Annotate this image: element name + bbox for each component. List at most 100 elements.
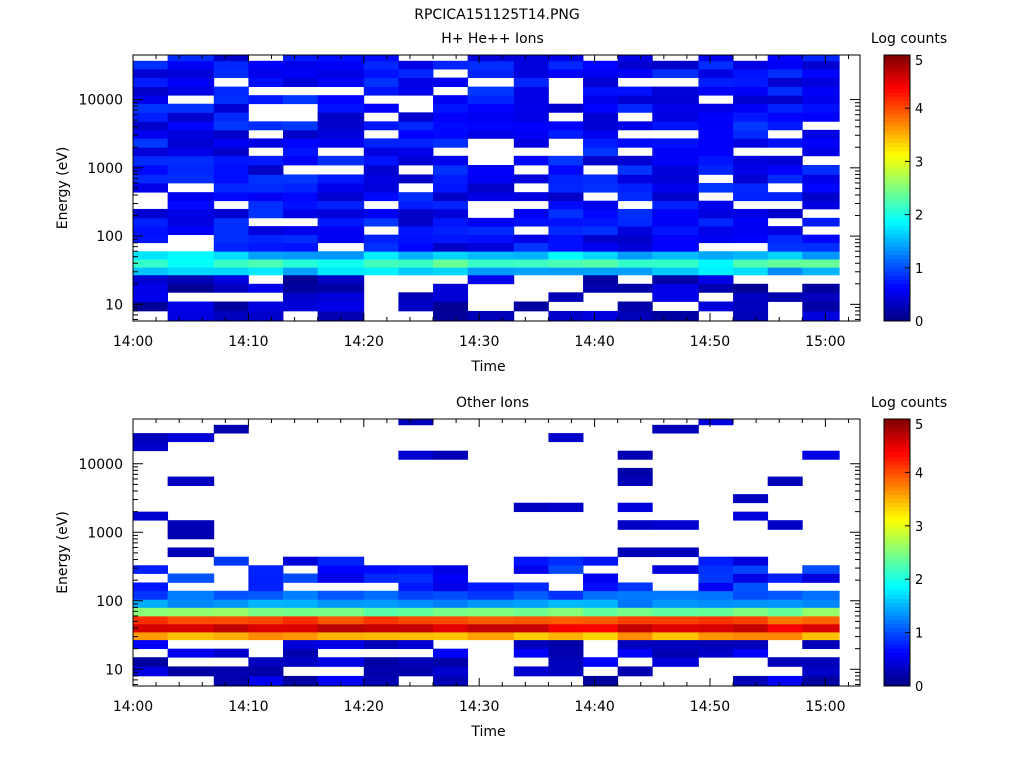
heatmap-cell	[733, 69, 769, 78]
colorbar-swatch	[884, 117, 910, 122]
heatmap-cell	[433, 234, 469, 244]
heatmap-cell	[317, 60, 365, 70]
colorbar-tick-label: 4	[915, 466, 923, 481]
heatmap-cell	[513, 129, 549, 139]
heatmap-cell	[248, 267, 284, 276]
colorbar-swatch	[884, 258, 910, 264]
heatmap-cell	[467, 623, 515, 633]
heatmap-cell	[467, 86, 515, 96]
heatmap-cell	[167, 607, 215, 617]
heatmap-cell	[248, 623, 284, 633]
colorbar-swatch	[884, 158, 910, 164]
heatmap-cell	[802, 623, 840, 633]
heatmap-cell	[583, 274, 619, 285]
heatmap-cell	[133, 623, 169, 633]
heatmap-cell	[802, 639, 840, 650]
heatmap-cell	[733, 208, 769, 219]
colorbar-tick-label: 0	[915, 315, 923, 330]
heatmap-cell	[167, 599, 215, 608]
heatmap-cell	[363, 607, 399, 617]
heatmap-cell	[433, 138, 469, 148]
heatmap-cell	[617, 310, 653, 322]
heatmap-cell	[583, 251, 619, 260]
heatmap-cell	[652, 292, 699, 302]
heatmap-cell	[767, 165, 803, 175]
heatmap-cell	[733, 112, 769, 122]
heatmap-cell	[652, 192, 699, 202]
heatmap-cell	[133, 274, 169, 285]
colorbar-swatch	[884, 535, 910, 541]
heatmap-cell	[617, 86, 653, 96]
heatmap-cell	[133, 234, 169, 244]
heatmap-cell	[398, 138, 434, 148]
heatmap-cell	[433, 112, 469, 122]
heatmap-cell	[317, 77, 365, 87]
heatmap-cell	[733, 182, 769, 193]
heatmap-cell	[733, 86, 769, 96]
heatmap-cell	[363, 639, 399, 650]
colorbar-swatch	[884, 233, 910, 239]
heatmap-cell	[652, 274, 699, 285]
heatmap-cell	[213, 192, 249, 202]
heatmap-cell	[433, 582, 469, 592]
heatmap-cell	[467, 226, 515, 236]
heatmap-cell	[617, 547, 653, 558]
heatmap-cell	[167, 476, 215, 486]
heatmap-cell	[617, 283, 653, 293]
heatmap-cell	[617, 155, 653, 166]
colorbar-swatch	[884, 138, 910, 143]
heatmap-cell	[733, 259, 769, 268]
heatmap-cell	[548, 590, 584, 600]
heatmap-cell	[133, 174, 169, 184]
heatmap-cell	[317, 556, 365, 566]
heatmap-cell	[767, 103, 803, 113]
colorbar-frame	[883, 418, 911, 687]
heatmap-cell	[652, 657, 699, 667]
heatmap-cell	[513, 259, 549, 268]
colorbar-swatch	[884, 262, 910, 268]
colorbar-swatch	[884, 316, 910, 322]
heatmap-cell	[652, 424, 699, 434]
colorbar-swatch	[884, 254, 910, 260]
heatmap-cell	[467, 242, 515, 252]
heatmap-cell	[433, 565, 469, 574]
heatmap-cell	[698, 607, 734, 617]
colorbar-swatch	[884, 464, 910, 470]
colorbar-swatch	[884, 510, 910, 516]
heatmap-cell	[167, 60, 215, 70]
colorbar-swatch	[884, 623, 910, 629]
heatmap-cell	[317, 639, 365, 650]
x-axis-label: Time	[470, 359, 505, 375]
heatmap-cell	[513, 556, 549, 566]
heatmap-cell	[167, 259, 215, 268]
heatmap-cell	[698, 165, 734, 175]
heatmap-cell	[398, 623, 434, 633]
heatmap-cell	[733, 138, 769, 148]
colorbar-swatch	[884, 175, 910, 181]
heatmap-cell	[213, 251, 249, 260]
heatmap-cell	[283, 639, 319, 650]
heatmap-cell	[548, 60, 584, 70]
heatmap-cell	[167, 192, 215, 202]
colorbar-tick-label: 2	[915, 209, 923, 224]
heatmap-cell	[213, 283, 249, 293]
heatmap-cell	[548, 234, 584, 244]
heatmap-cell	[583, 590, 619, 600]
heatmap-cell	[617, 615, 653, 625]
heatmap-cell	[283, 121, 319, 131]
heatmap-cell	[213, 60, 249, 70]
heatmap-cell	[248, 165, 284, 175]
heatmap-cell	[583, 226, 619, 236]
heatmap-cell	[398, 69, 434, 78]
heatmap-cell	[698, 259, 734, 268]
heatmap-cell	[133, 283, 169, 293]
colorbar-swatch	[884, 656, 910, 662]
heatmap-cell	[167, 648, 215, 658]
heatmap-cell	[548, 251, 584, 260]
heatmap-cell	[398, 174, 434, 184]
heatmap-cell	[767, 615, 803, 625]
heatmap-cell	[213, 666, 249, 677]
heatmap-cell	[398, 450, 434, 460]
heatmap-cell	[167, 208, 215, 219]
heatmap-cell	[652, 242, 699, 252]
